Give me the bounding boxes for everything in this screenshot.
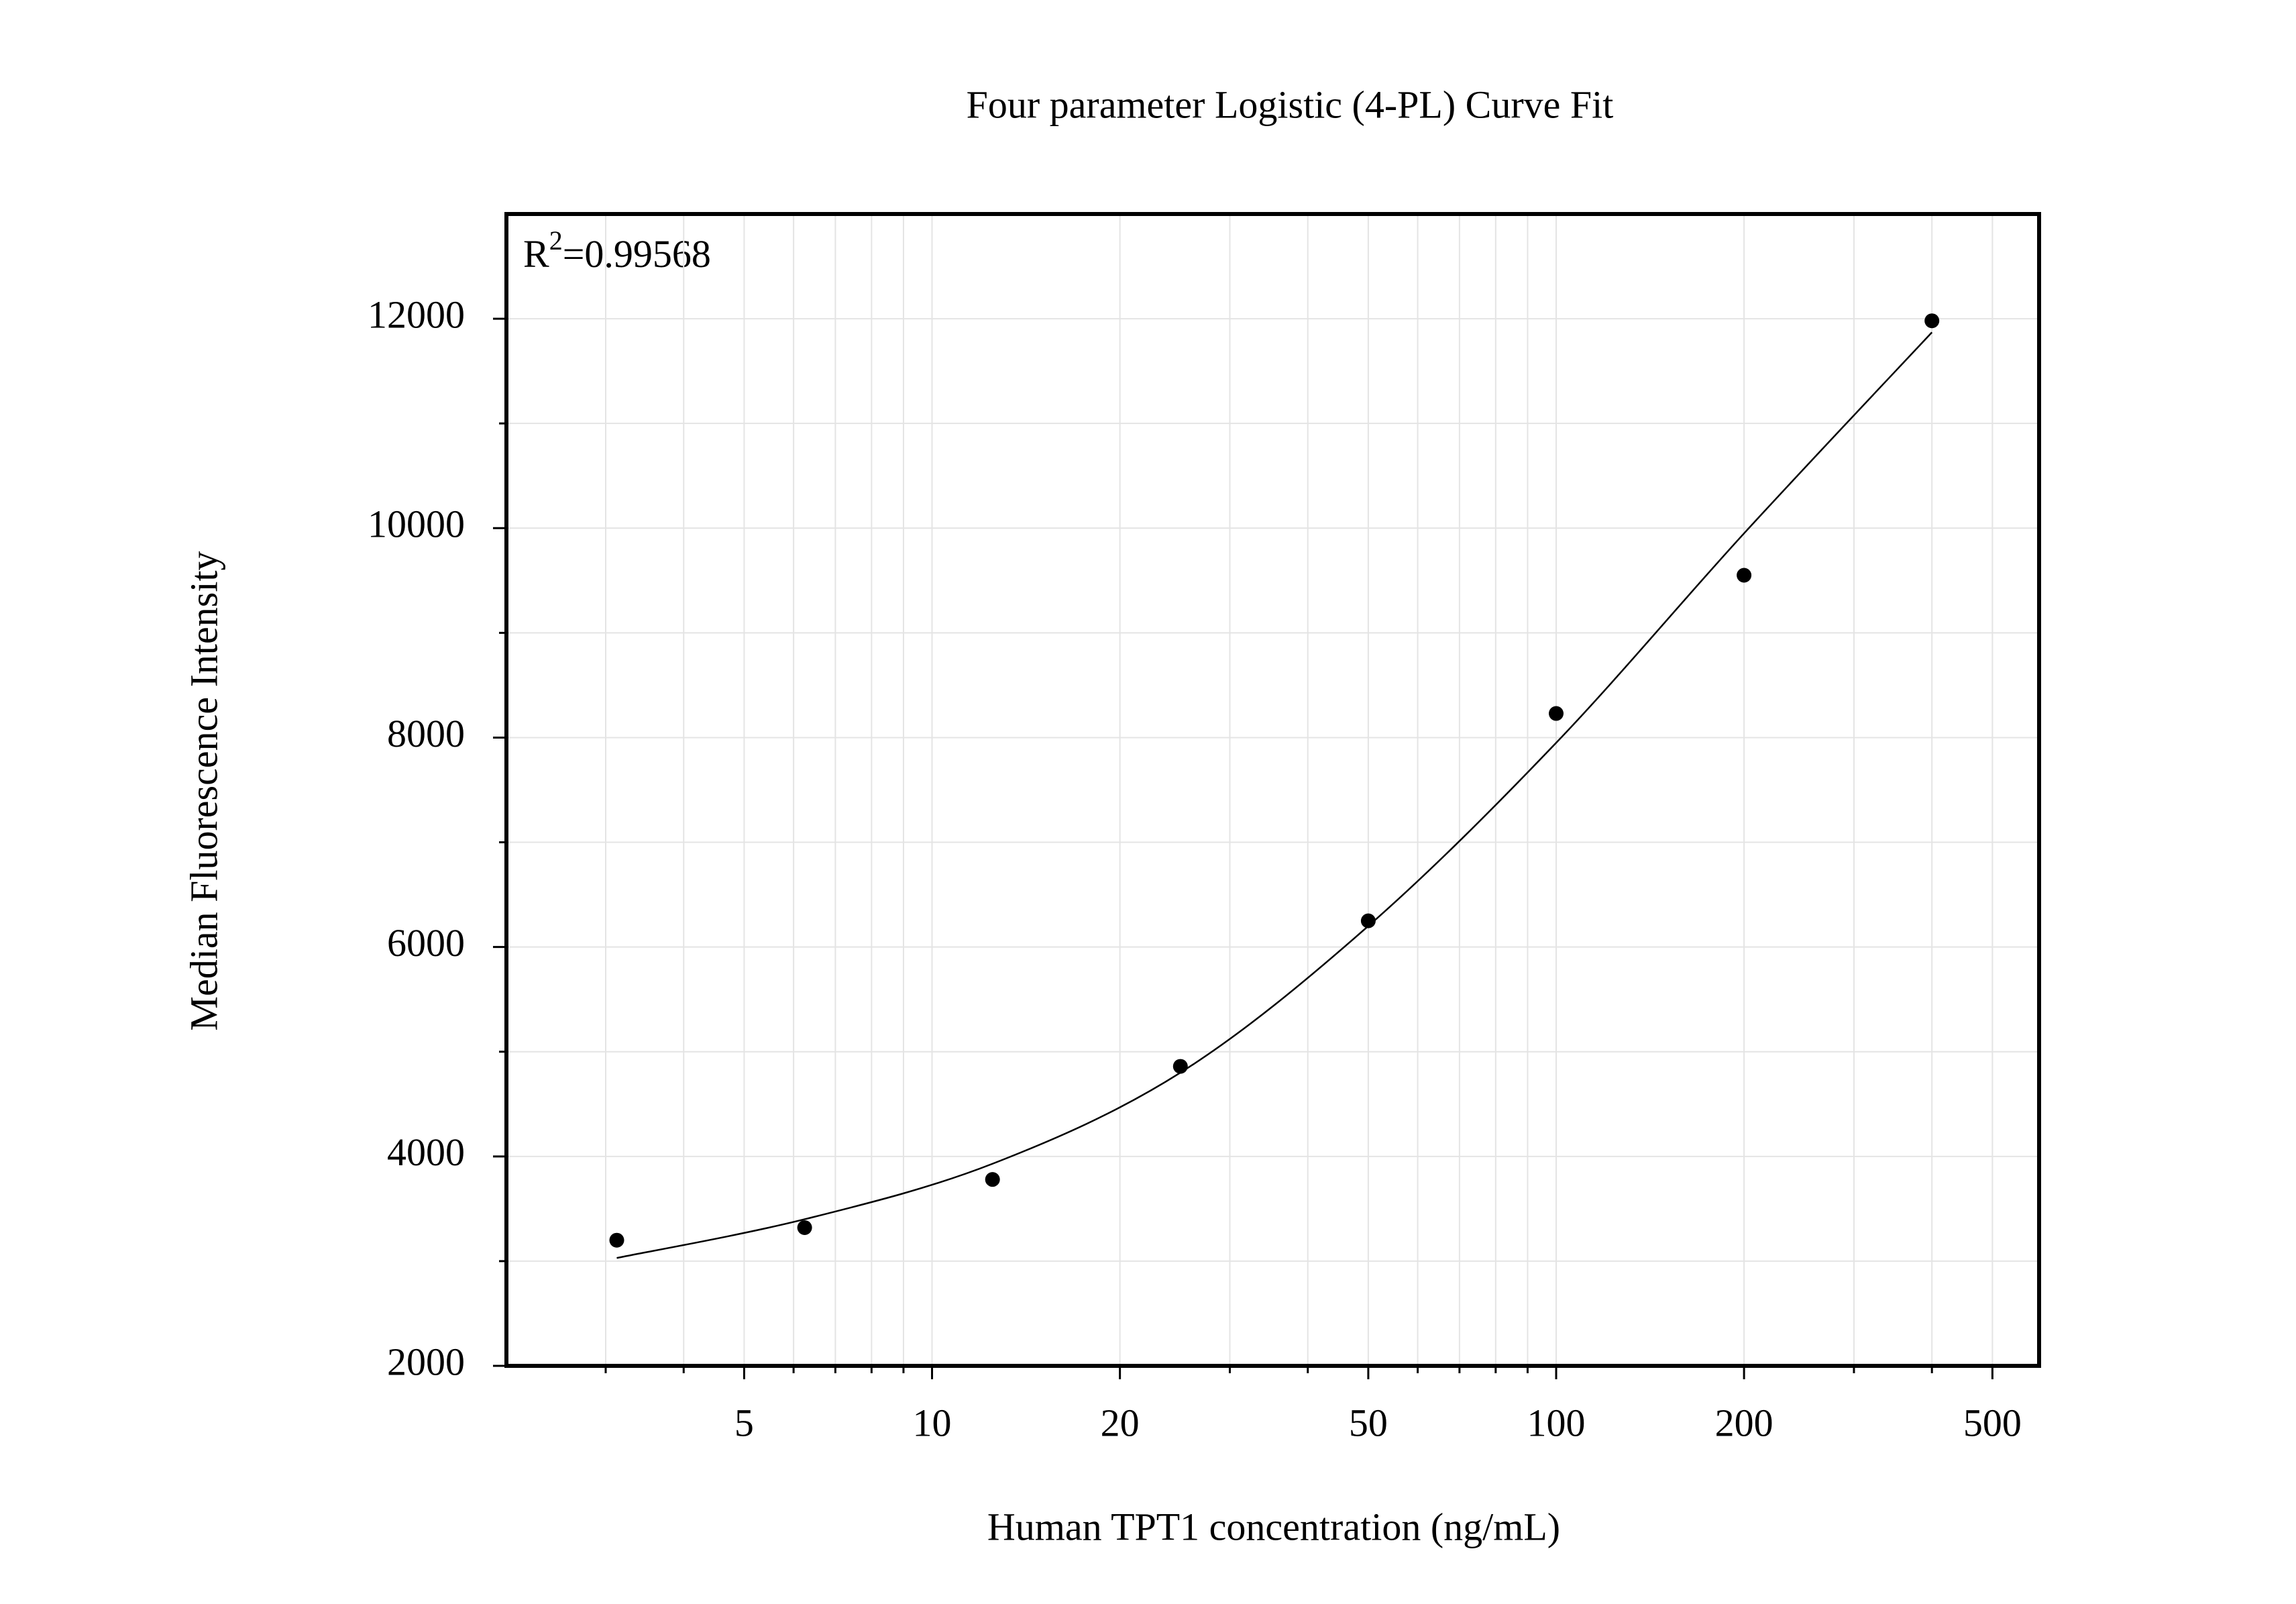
x-tick-label: 10 (913, 1401, 952, 1444)
x-tick-label: 5 (734, 1401, 754, 1444)
data-point (1737, 568, 1752, 583)
x-tick-label: 100 (1527, 1401, 1586, 1444)
y-tick-label: 12000 (368, 292, 465, 336)
data-point (985, 1172, 1000, 1187)
annotation-symbol: R (523, 232, 549, 276)
data-point (1360, 913, 1376, 928)
annotation: R2=0.99568 (523, 225, 711, 276)
y-tick-label: 10000 (368, 502, 465, 546)
data-point (1549, 706, 1564, 721)
y-tick-label: 6000 (387, 921, 465, 965)
data-point (609, 1232, 624, 1248)
y-tick-label: 2000 (387, 1340, 465, 1383)
fit-curve (616, 331, 1933, 1259)
y-tick-label: 8000 (387, 712, 465, 755)
annotation-superscript: 2 (549, 225, 563, 256)
y-axis-label: Median Fluorescence Intensity (182, 551, 225, 1030)
x-tick-label: 500 (1963, 1401, 2022, 1444)
y-tick-label: 4000 (387, 1130, 465, 1174)
chart-title: Four parameter Logistic (4-PL) Curve Fit (967, 83, 1614, 126)
annotation-text: =0.99568 (563, 232, 711, 276)
x-tick-label: 200 (1715, 1401, 1773, 1444)
data-point (1924, 313, 1940, 329)
data-point (797, 1220, 812, 1235)
x-axis-label: Human TPT1 concentration (ng/mL) (987, 1505, 1560, 1548)
x-tick-label: 20 (1101, 1401, 1140, 1444)
x-tick-label: 50 (1349, 1401, 1388, 1444)
plot-frame (504, 212, 2041, 1368)
data-point (1172, 1059, 1188, 1074)
